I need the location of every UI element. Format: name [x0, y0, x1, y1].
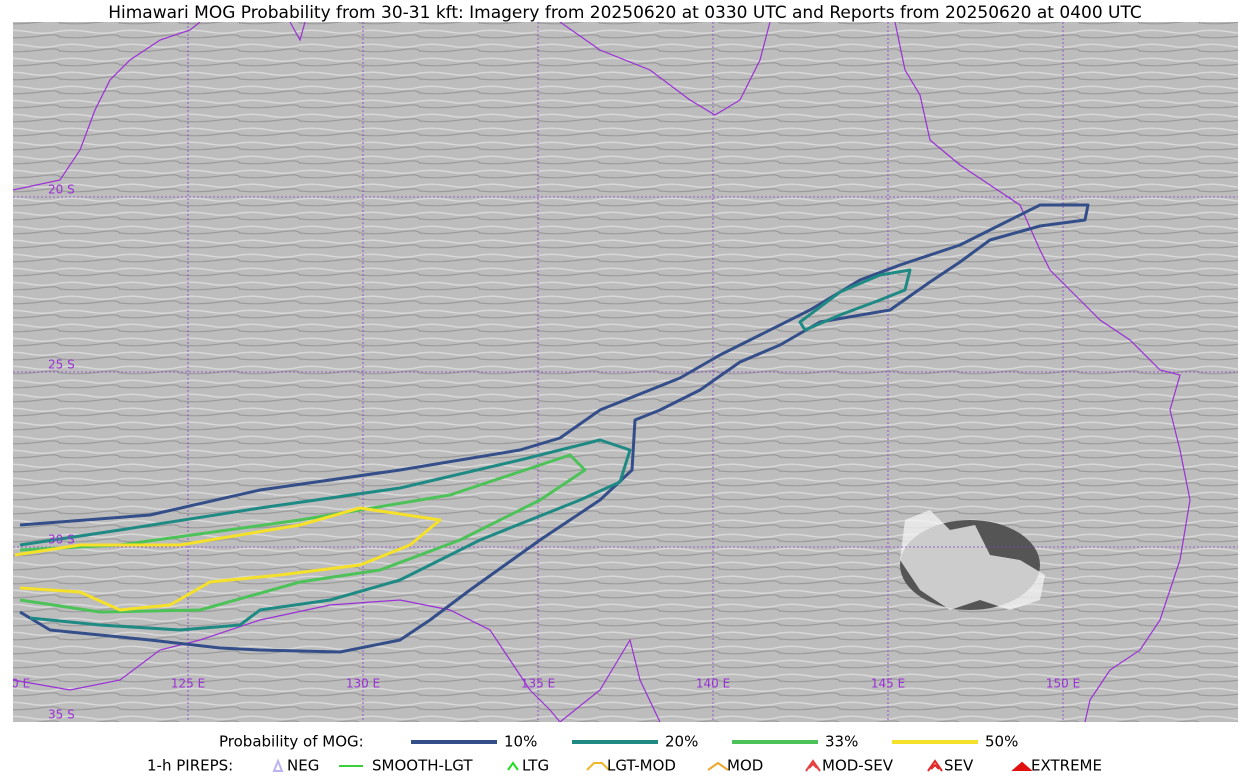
legend-title: 1-h PIREPS: [147, 757, 233, 775]
legend-label: LTG [522, 757, 549, 775]
latitude-labels: 20 S 25 S 30 S 35 S [48, 183, 75, 722]
pirep-icon [507, 761, 519, 771]
legend-label: SMOOTH-LGT [372, 757, 473, 775]
pirep-icon [805, 759, 821, 772]
map: 20 S 25 S 30 S 35 S 120 E 125 E 130 E 135 E 140… [0, 22, 1238, 722]
lon-label: 120 E [0, 677, 30, 691]
legend-label: MOD-SEV [822, 757, 894, 775]
longitude-labels: 120 E 125 E 130 E 135 E 140 E 145 E 150 E [0, 677, 1080, 691]
legend-label: NEG [287, 757, 319, 775]
lon-label: 125 E [171, 677, 205, 691]
legend-label: MOD [727, 757, 763, 775]
lat-label: 30 S [48, 533, 75, 547]
contours [14, 203, 1090, 654]
pirep-icon [1011, 761, 1033, 771]
pirep-icon [586, 762, 610, 771]
legend-label: 33% [825, 733, 858, 751]
lon-label: 140 E [696, 677, 730, 691]
legend: Probability of MOG: 10% 20% 33% 50% 1-h PIREP… [147, 733, 1102, 775]
cloud-patch [900, 510, 1045, 610]
lon-label: 150 E [1046, 677, 1080, 691]
title: Himawari MOG Probability from 30-31 kft:… [108, 3, 1142, 23]
pirep-icon [707, 761, 729, 771]
pirep-icon [272, 758, 284, 772]
legend-label: 10% [504, 733, 537, 751]
legend-label: SEV [944, 757, 974, 775]
legend-label: 50% [985, 733, 1018, 751]
coastlines [13, 22, 1191, 722]
lon-label: 130 E [346, 677, 380, 691]
lat-label: 35 S [48, 708, 75, 722]
lat-label: 25 S [48, 358, 75, 372]
pirep-icon [927, 759, 943, 772]
legend-label: 20% [665, 733, 698, 751]
lon-label: 135 E [521, 677, 555, 691]
legend-title: Probability of MOG: [219, 733, 364, 751]
lat-label: 20 S [48, 183, 75, 197]
legend-label: LGT-MOD [607, 757, 676, 775]
graticule [13, 22, 1238, 722]
legend-label: EXTREME [1031, 757, 1102, 775]
lon-label: 145 E [871, 677, 905, 691]
